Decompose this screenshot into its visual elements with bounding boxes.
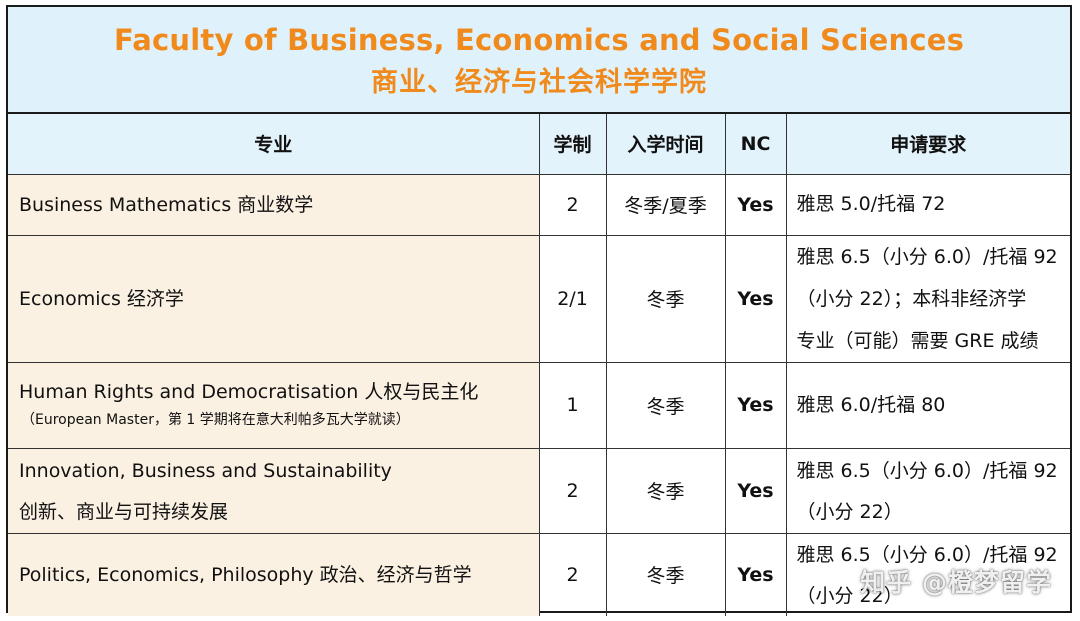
major-cell: Human Rights and Democratisation 人权与民主化 … <box>8 361 540 449</box>
nc-cell: Yes <box>724 361 787 449</box>
major-note: （European Master，第 1 学期将在意大利帕多瓦大学就读） <box>21 412 410 428</box>
major-cell: Politics, Economics, Philosophy 政治、经济与哲学 <box>8 532 540 616</box>
header-duration: 学制 <box>538 114 607 175</box>
duration-cell: 2 <box>538 173 607 236</box>
title-english: Faculty of Business, Economics and Socia… <box>113 23 965 57</box>
duration-cell: 2/1 <box>538 234 607 363</box>
program-table-sheet: Faculty of Business, Economics and Socia… <box>6 5 1072 616</box>
watermark-text: 知乎 @橙梦留学 <box>860 568 1052 597</box>
table-row: Politics, Economics, Philosophy 政治、经济与哲学… <box>8 532 1070 616</box>
nc-cell: Yes <box>724 173 787 236</box>
title-chinese: 商业、经济与社会科学学院 <box>371 67 707 98</box>
nc-cell: Yes <box>724 234 787 363</box>
requirement-line: （小分 22） <box>796 584 903 607</box>
duration-cell: 1 <box>538 361 607 449</box>
duration-cell: 2 <box>538 532 607 616</box>
table-row: Business Mathematics 商业数学 2 冬季/夏季 Yes 雅思… <box>8 173 1070 236</box>
major-name: Business Mathematics 商业数学 <box>19 193 314 216</box>
requirements-cell: 雅思 5.0/托福 72 <box>785 173 1070 236</box>
requirements-cell: 雅思 6.5（小分 6.0）/托福 92 （小分 22）；本科非经济学 专业（可… <box>785 234 1070 363</box>
header-intake: 入学时间 <box>605 114 726 175</box>
requirements-cell: 雅思 6.5（小分 6.0）/托福 92 （小分 22） <box>785 532 1070 616</box>
requirement-line: 专业（可能）需要 GRE 成绩 <box>796 329 1039 352</box>
header-major: 专业 <box>8 114 540 175</box>
major-cell: Innovation, Business and Sustainability … <box>8 447 540 534</box>
requirement-line: 雅思 6.5（小分 6.0）/托福 92 <box>796 459 1058 482</box>
requirement-line: （小分 22）；本科非经济学 <box>796 287 1027 310</box>
requirement-line: 雅思 6.5（小分 6.0）/托福 92 <box>796 543 1058 566</box>
major-name: Economics 经济学 <box>19 287 184 310</box>
requirement-line: 雅思 6.0/托福 80 <box>796 393 946 416</box>
nc-cell: Yes <box>724 447 787 534</box>
title-block: Faculty of Business, Economics and Socia… <box>8 7 1070 114</box>
major-cell: Economics 经济学 <box>8 234 540 363</box>
intake-cell: 冬季 <box>605 234 726 363</box>
header-nc: NC <box>724 114 787 175</box>
major-name-zh: 创新、商业与可持续发展 <box>19 500 229 523</box>
major-cell: Business Mathematics 商业数学 <box>8 173 540 236</box>
table-row: Economics 经济学 2/1 冬季 Yes 雅思 6.5（小分 6.0）/… <box>8 234 1070 363</box>
major-name: Innovation, Business and Sustainability <box>19 459 392 482</box>
header-row: 专业 学制 入学时间 NC 申请要求 <box>8 114 1070 175</box>
requirement-line: 雅思 6.5（小分 6.0）/托福 92 <box>796 245 1058 268</box>
duration-cell: 2 <box>538 447 607 534</box>
requirement-line: （小分 22） <box>796 500 903 523</box>
requirement-line: 雅思 5.0/托福 72 <box>796 193 946 215</box>
header-requirements: 申请要求 <box>785 114 1070 175</box>
intake-cell: 冬季 <box>605 532 726 616</box>
major-name: Human Rights and Democratisation 人权与民主化 <box>19 381 479 403</box>
nc-cell: Yes <box>724 532 787 616</box>
program-table: 专业 学制 入学时间 NC 申请要求 Business Mathematics … <box>8 114 1070 616</box>
intake-cell: 冬季/夏季 <box>605 173 726 236</box>
intake-cell: 冬季 <box>605 447 726 534</box>
requirements-cell: 雅思 6.5（小分 6.0）/托福 92 （小分 22） <box>785 447 1070 534</box>
intake-cell: 冬季 <box>605 361 726 449</box>
major-name: Politics, Economics, Philosophy 政治、经济与哲学 <box>19 563 472 586</box>
requirements-cell: 雅思 6.0/托福 80 <box>785 361 1070 449</box>
table-row: Innovation, Business and Sustainability … <box>8 447 1070 534</box>
table-row: Human Rights and Democratisation 人权与民主化 … <box>8 361 1070 449</box>
